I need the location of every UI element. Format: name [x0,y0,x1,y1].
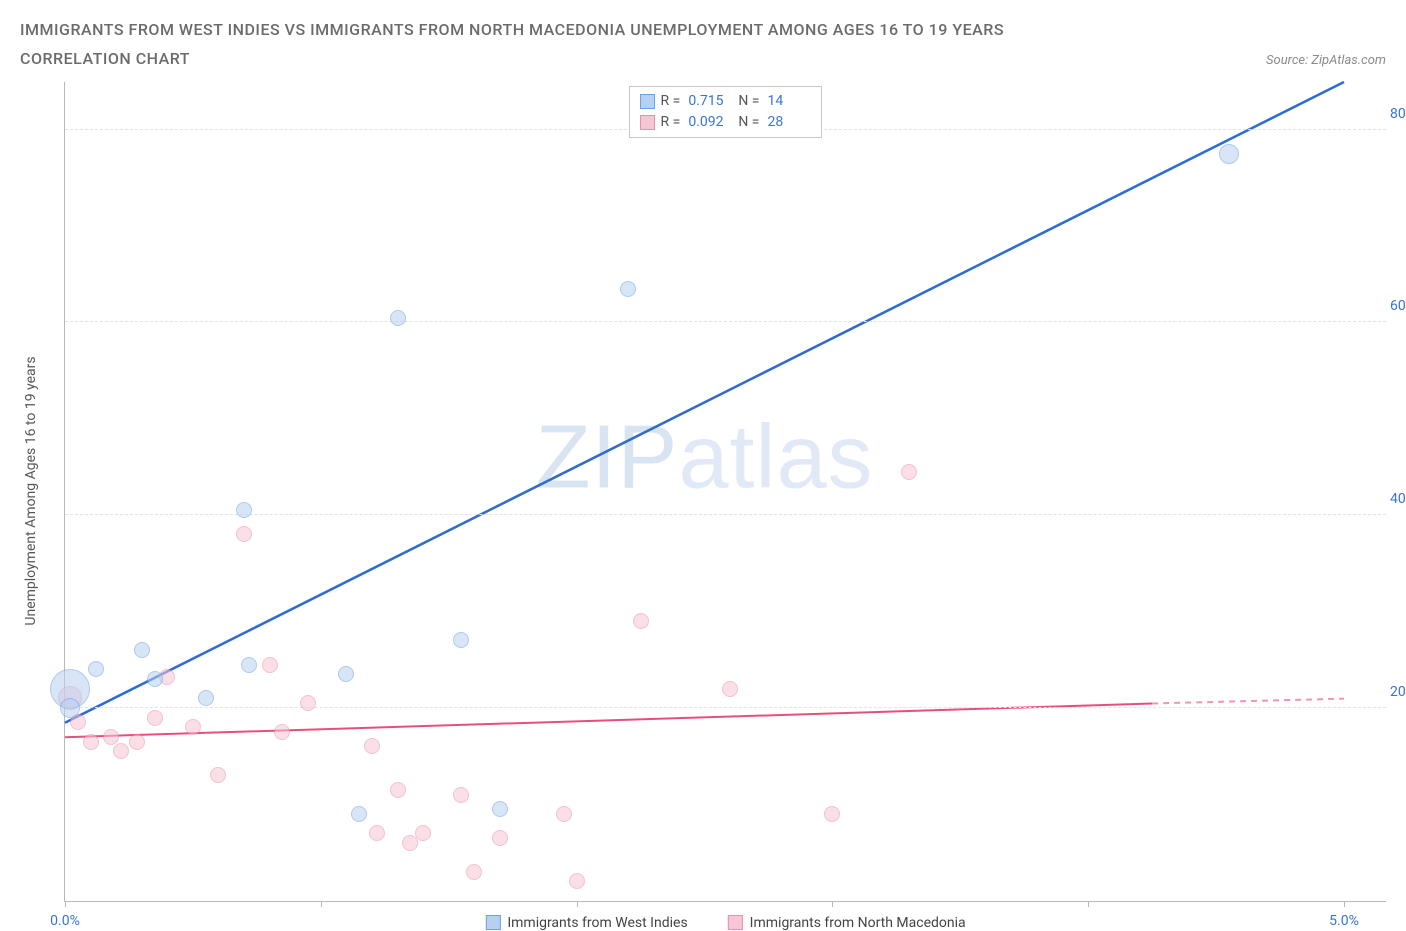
data-point [262,657,278,673]
data-point [185,719,201,735]
gridline [65,321,1386,322]
y-tick-label: 20.0% [1390,684,1406,700]
legend-r-label: R = [661,91,681,112]
chart-title-line2: CORRELATION CHART [20,45,190,74]
data-point [492,801,508,817]
data-point [210,767,226,783]
data-point [492,830,508,846]
y-tick-label: 60.0% [1390,298,1406,314]
legend-r-label: R = [661,112,681,133]
data-point [415,825,431,841]
x-tick-label: 0.0% [50,913,80,929]
source-label: Source: ZipAtlas.com [1266,53,1386,68]
chart-title-line1: IMMIGRANTS FROM WEST INDIES VS IMMIGRANT… [20,16,1386,45]
data-point [633,613,649,629]
legend-item: Immigrants from North Macedonia [728,915,966,931]
x-tick [321,901,322,907]
y-axis-label: Unemployment Among Ages 16 to 19 years [23,356,39,625]
data-point [369,825,385,841]
data-point [390,310,406,326]
watermark-thin: atlas [678,408,873,508]
data-point [351,806,367,822]
legend-label: Immigrants from West Indies [507,915,687,931]
x-tick [65,901,66,907]
data-point [241,657,257,673]
data-point [60,698,80,718]
legend-n-value: 28 [767,112,811,133]
legend-n-label: N = [738,91,759,112]
legend-label: Immigrants from North Macedonia [750,915,966,931]
legend-swatch [485,915,500,930]
legend-row: R = 0.092 N = 28 [640,112,812,133]
data-point [390,782,406,798]
data-point [83,734,99,750]
legend-r-value: 0.092 [688,112,732,133]
data-point [569,873,585,889]
data-point [722,681,738,697]
y-tick-label: 40.0% [1390,491,1406,507]
data-point [901,464,917,480]
legend-n-value: 14 [767,91,811,112]
data-point [236,502,252,518]
data-point [453,632,469,648]
gridline [65,514,1386,515]
data-point [453,787,469,803]
data-point [300,695,316,711]
trend-line [65,703,1152,737]
trend-lines [65,82,1344,901]
data-point [620,281,636,297]
x-tick [1088,901,1089,907]
legend-r-value: 0.715 [688,91,732,112]
y-tick-label: 80.0% [1390,106,1406,122]
data-point [556,806,572,822]
legend-swatch [640,115,655,130]
legend-row: R = 0.715 N = 14 [640,91,812,112]
data-point [113,743,129,759]
series-legend: Immigrants from West Indies Immigrants fr… [485,915,965,931]
data-point [1219,144,1239,164]
legend-swatch [728,915,743,930]
data-point [236,526,252,542]
data-point [147,671,163,687]
legend-n-label: N = [738,112,759,133]
legend-swatch [640,94,655,109]
data-point [466,864,482,880]
trend-line-dashed [1152,698,1344,703]
data-point [129,734,145,750]
legend-item: Immigrants from West Indies [485,915,687,931]
chart-header: IMMIGRANTS FROM WEST INDIES VS IMMIGRANT… [20,16,1386,74]
trend-line [65,82,1344,723]
data-point [198,690,214,706]
data-point [147,710,163,726]
chart-frame: Unemployment Among Ages 16 to 19 years Z… [64,82,1386,902]
data-point [274,724,290,740]
x-tick [577,901,578,907]
plot-area: ZIPatlas [65,82,1344,901]
x-tick [1344,901,1345,907]
correlation-legend: R = 0.715 N = 14 R = 0.092 N = 28 [629,86,823,138]
x-tick-label: 5.0% [1329,913,1359,929]
x-tick [832,901,833,907]
data-point [134,642,150,658]
watermark-bold: ZIP [535,408,678,508]
data-point [338,666,354,682]
watermark: ZIPatlas [535,407,873,510]
data-point [103,729,119,745]
data-point [364,738,380,754]
gridline [65,707,1386,708]
data-point [88,661,104,677]
data-point [824,806,840,822]
